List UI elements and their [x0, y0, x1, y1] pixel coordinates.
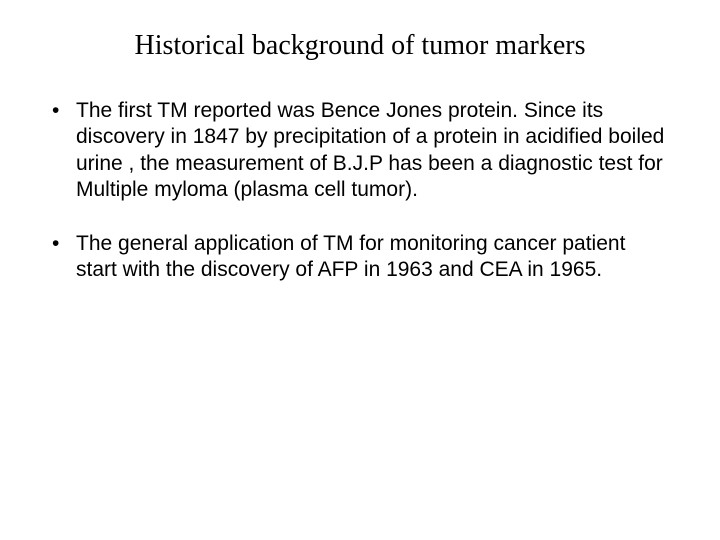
slide-title: Historical background of tumor markers: [48, 30, 672, 62]
list-item: The general application of TM for monito…: [48, 231, 672, 284]
list-item: The first TM reported was Bence Jones pr…: [48, 98, 672, 203]
bullet-list: The first TM reported was Bence Jones pr…: [48, 98, 672, 284]
